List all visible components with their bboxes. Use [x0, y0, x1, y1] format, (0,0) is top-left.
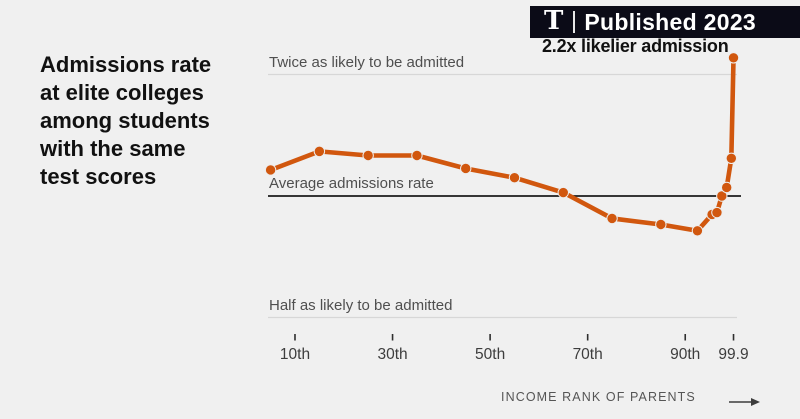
x-axis-title: INCOME RANK OF PARENTS [501, 390, 696, 404]
x-tick-label: 10th [279, 346, 311, 363]
peak-annotation: 2.2x likelier admission [542, 36, 729, 56]
data-point [711, 206, 723, 219]
x-tick-label: 99.9 [718, 346, 749, 363]
data-point [460, 162, 472, 175]
banner-divider [573, 11, 576, 33]
data-point [508, 172, 521, 184]
published-label: Published 2023 [584, 8, 757, 35]
x-tick-label: 50th [475, 346, 506, 363]
ref-label-half: Half as likely to be admitted [269, 296, 453, 314]
x-tick-label: 90th [670, 346, 701, 363]
nyt-logo-icon: T [544, 6, 564, 36]
data-point [313, 145, 326, 158]
data-point [720, 181, 733, 194]
data-point [362, 149, 374, 162]
ref-label-twice: Twice as likely to be admitted [269, 53, 465, 71]
x-tick-label: 70th [572, 346, 603, 363]
data-line [268, 55, 736, 234]
publisher-banner: T Published 2023 [530, 6, 800, 38]
data-point [716, 190, 728, 202]
data-point [264, 164, 277, 176]
data-point [606, 212, 618, 225]
ref-label-average: Average admissions rate [269, 175, 434, 192]
data-point [557, 186, 569, 199]
data-point [655, 218, 667, 231]
data-point [727, 52, 740, 64]
data-point [725, 152, 738, 164]
data-point [411, 149, 423, 162]
data-point [691, 225, 704, 237]
chart-headline: Admissions rate at elite colleges among … [40, 52, 212, 189]
axis-arrow-head-icon [751, 398, 760, 406]
x-tick-label: 30th [377, 346, 408, 363]
